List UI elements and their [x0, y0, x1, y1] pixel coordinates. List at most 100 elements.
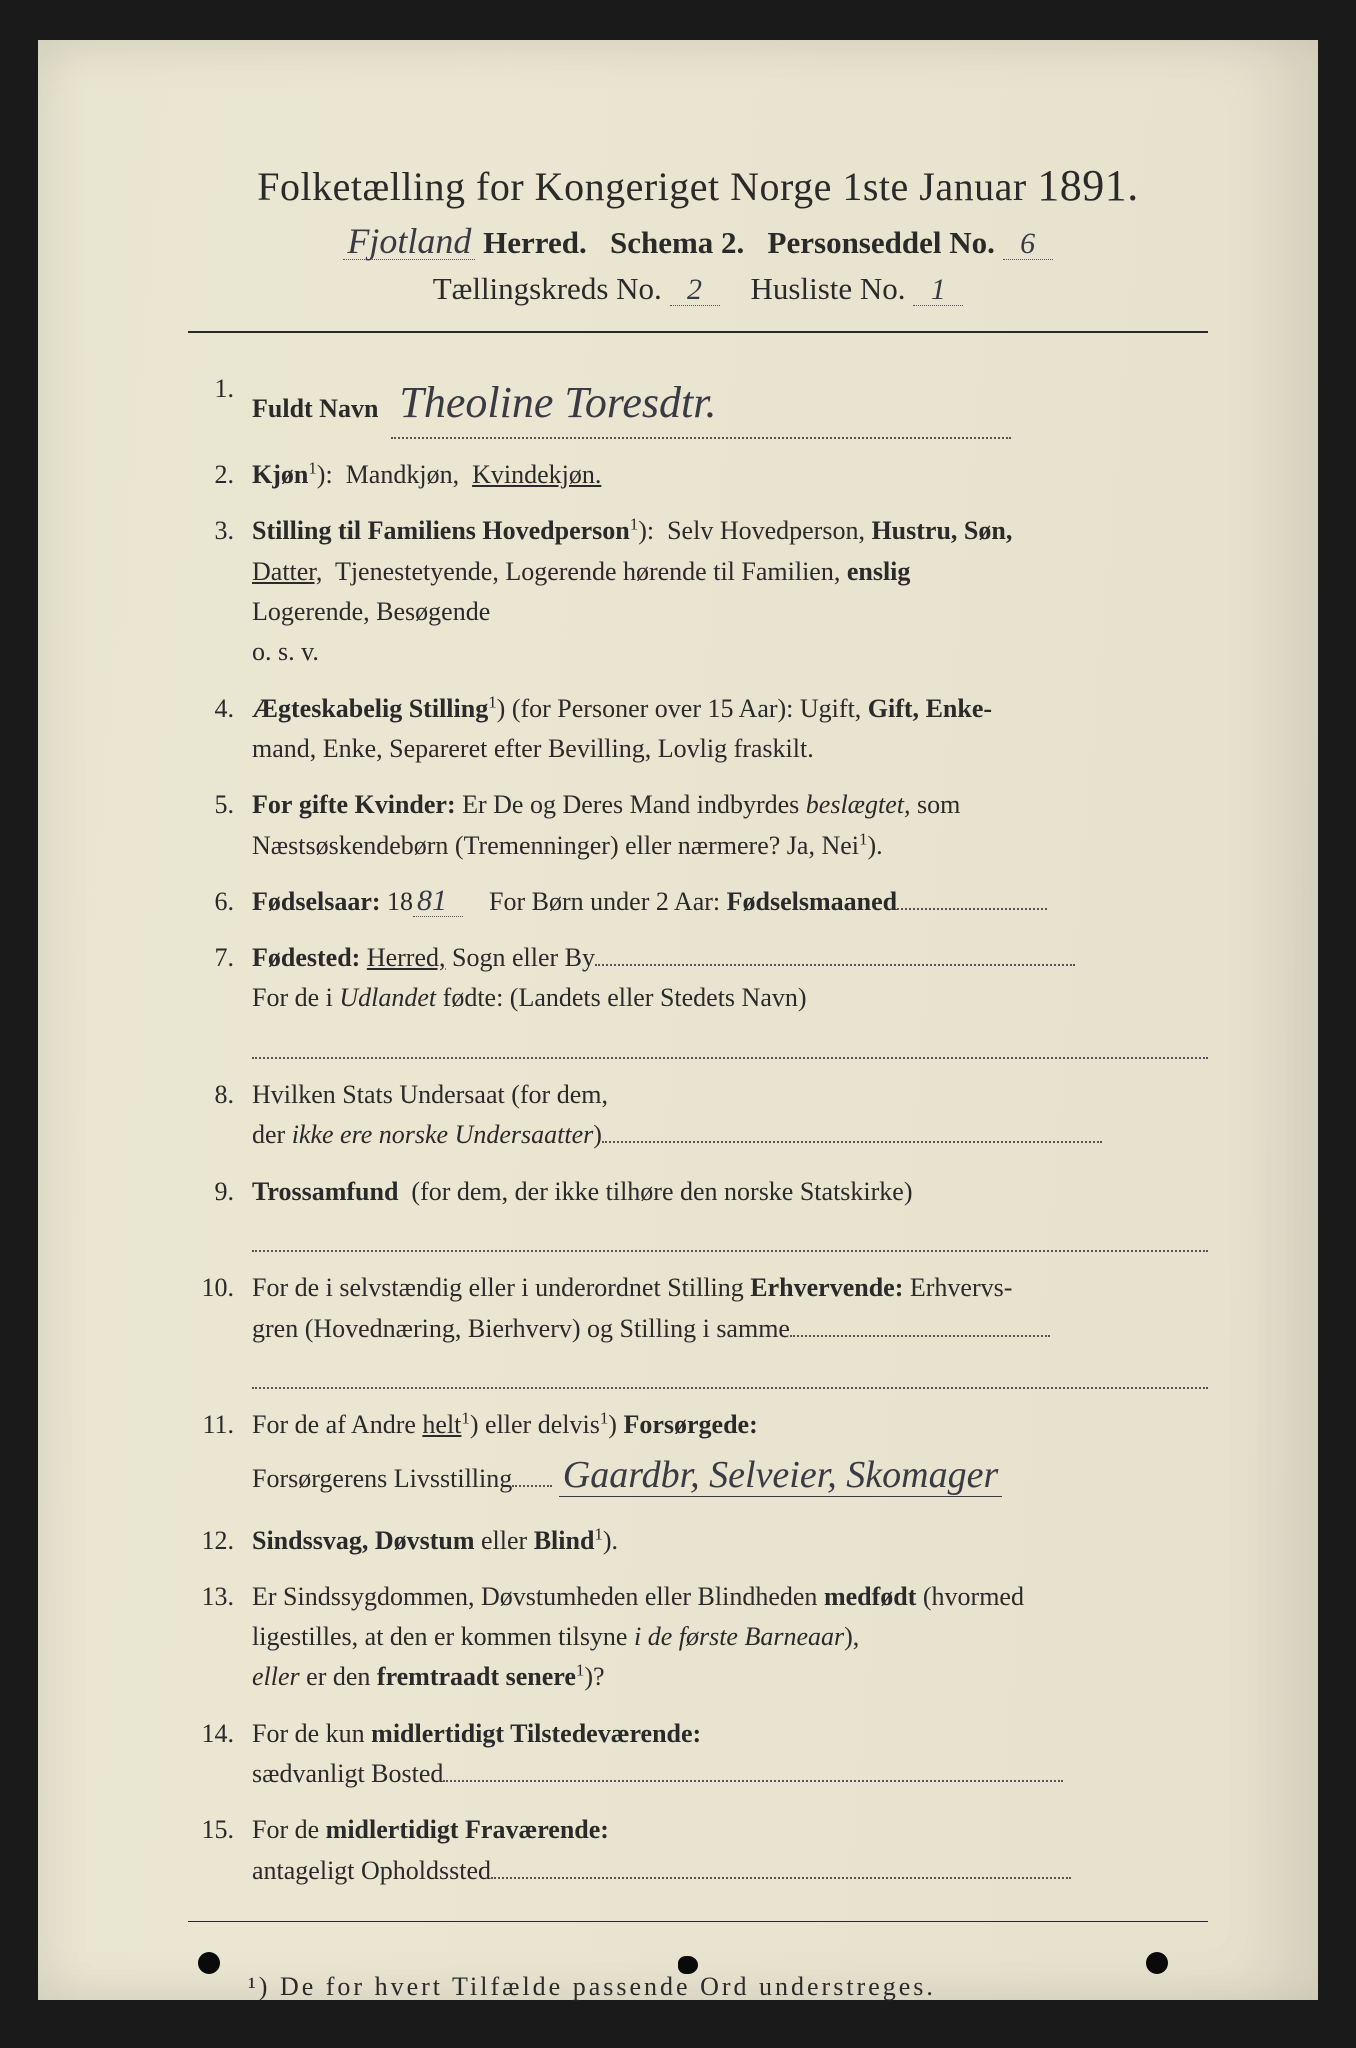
entry-10: 10. For de i selvstændig eller i underor…: [188, 1268, 1208, 1389]
punch-hole-icon: [678, 1956, 698, 1974]
entry-8: 8. Hvilken Stats Undersaat (for dem, der…: [188, 1075, 1208, 1156]
entry-12: 12. Sindssvag, Døvstum eller Blind1).: [188, 1521, 1208, 1561]
q13-text1: Er Sindssygdommen, Døvstumheden eller Bl…: [252, 1582, 817, 1611]
entry-num: 2.: [188, 455, 252, 495]
q11-helt: helt: [422, 1410, 461, 1439]
entry-14: 14. For de kun midlertidigt Tilstedevære…: [188, 1714, 1208, 1795]
q5-label-a: For: [252, 790, 292, 819]
header-rule: [188, 331, 1208, 333]
entry-num: 14.: [188, 1714, 252, 1754]
q10-line2: gren (Hovednæring, Bierhverv) og Stillin…: [252, 1314, 790, 1343]
q4-label: Ægteskabelig Stilling: [252, 694, 488, 723]
q13-bold1: medfødt: [824, 1582, 916, 1611]
entry-num: 11.: [188, 1405, 252, 1445]
q14-bold1: midlertidigt Tilstedeværende:: [371, 1719, 701, 1748]
dotted-line: [252, 1216, 1208, 1252]
q3-line3: Logerende, Besøgende: [252, 597, 490, 626]
q11-occupation-written: Gaardbr, Selveier, Skomager: [559, 1454, 1003, 1497]
husliste-no: 1: [913, 275, 963, 306]
personseddel-label: Personseddel No.: [768, 225, 995, 260]
q15-text1: For de: [252, 1815, 319, 1844]
q2-opt-mand: Mandkjøn,: [346, 460, 459, 489]
q8-line2b: ikke ere norske Undersaatter: [292, 1120, 594, 1149]
entry-9: 9. Trossamfund (for dem, der ikke tilhør…: [188, 1172, 1208, 1253]
title-line-1: Folketælling for Kongeriget Norge 1ste J…: [188, 160, 1208, 211]
q12-text: eller: [481, 1526, 527, 1555]
q6-prefix: 18: [387, 887, 413, 916]
entry-num: 8.: [188, 1075, 252, 1115]
herred-name-written: Fjotland: [343, 223, 475, 260]
q3-son: Søn,: [964, 516, 1012, 545]
footnote: ¹) De for hvert Tilfælde passende Ord un…: [248, 1972, 1208, 2002]
entry-num: 3.: [188, 511, 252, 551]
q12-label: Sindssvag, Døvstum: [252, 1526, 475, 1555]
census-form-page: Folketælling for Kongeriget Norge 1ste J…: [38, 40, 1318, 2000]
entry-body: Fuldt Navn Theoline Toresdtr.: [252, 369, 1208, 439]
entry-body: For de af Andre helt1) eller delvis1) Fo…: [252, 1405, 1208, 1504]
q11-text2: eller delvis: [485, 1410, 600, 1439]
entry-body: Er Sindssygdommen, Døvstumheden eller Bl…: [252, 1577, 1208, 1698]
q7-label: Fødested:: [252, 943, 360, 972]
q3-text: Selv Hovedperson,: [667, 516, 865, 545]
q15-line2: antageligt Opholdssted: [252, 1856, 491, 1885]
entry-6: 6. Fødselsaar: 1881 For Børn under 2 Aar…: [188, 882, 1208, 922]
q3-hustru: Hustru,: [871, 516, 957, 545]
entry-1: 1. Fuldt Navn Theoline Toresdtr.: [188, 369, 1208, 439]
entry-body: Hvilken Stats Undersaat (for dem, der ik…: [252, 1075, 1208, 1156]
entry-num: 12.: [188, 1521, 252, 1561]
q7-text: Sogn eller By: [452, 943, 595, 972]
q9-label: Trossamfund: [252, 1177, 398, 1206]
q3-datter: Datter,: [252, 557, 322, 586]
q11-bold1: Forsørgede:: [623, 1410, 757, 1439]
q3-enslig: enslig: [847, 557, 911, 586]
q4-enke: Enke-: [926, 694, 992, 723]
q6-label2: Fødselsmaaned: [727, 887, 897, 916]
q10-text1: For de i selvstændig eller i underordnet…: [252, 1273, 744, 1302]
q5-beslaegtet: beslægtet,: [806, 790, 911, 819]
entry-13: 13. Er Sindssygdommen, Døvstumheden elle…: [188, 1577, 1208, 1698]
punch-hole-icon: [1146, 1952, 1168, 1974]
q13-line3a: eller: [252, 1662, 300, 1691]
entry-body: For gifte Kvinder: Er De og Deres Mand i…: [252, 785, 1208, 866]
q15-bold1: midlertidigt Fraværende:: [326, 1815, 609, 1844]
q5-text1: Er De og Deres Mand indbyrdes: [462, 790, 799, 819]
q13-line3c: fremtraadt senere: [377, 1662, 576, 1691]
dotted-line: [252, 1023, 1208, 1059]
q13-line3b: er den: [306, 1662, 370, 1691]
entry-body: For de i selvstændig eller i underordnet…: [252, 1268, 1208, 1389]
entry-3: 3. Stilling til Familiens Hovedperson1):…: [188, 511, 1208, 672]
footer-rule: [188, 1921, 1208, 1922]
q3-line4: o. s. v.: [252, 637, 319, 666]
q4-line2: mand, Enke, Separeret efter Bevilling, L…: [252, 734, 814, 763]
entry-7: 7. Fødested: Herred, Sogn eller By For d…: [188, 938, 1208, 1059]
q2-opt-kvinde: Kvindekjøn.: [472, 460, 601, 489]
title-main: Folketælling for Kongeriget Norge 1ste J…: [257, 164, 1026, 209]
entry-body: Ægteskabelig Stilling1) (for Personer ov…: [252, 689, 1208, 770]
entry-2: 2. Kjøn1): Mandkjøn, Kvindekjøn.: [188, 455, 1208, 495]
entry-body: Trossamfund (for dem, der ikke tilhøre d…: [252, 1172, 1208, 1253]
kreds-no: 2: [670, 275, 720, 306]
q14-text1: For de kun: [252, 1719, 365, 1748]
personseddel-no: 6: [1003, 229, 1053, 260]
entry-num: 4.: [188, 689, 252, 729]
q8-line1: Hvilken Stats Undersaat (for dem,: [252, 1080, 608, 1109]
q13-line2a: ligestilles, at den er kommen tilsyne: [252, 1622, 627, 1651]
dotted-line: [252, 1353, 1208, 1389]
q7-udlandet: Udlandet: [339, 983, 436, 1012]
schema-label: Schema 2.: [610, 225, 744, 260]
entry-11: 11. For de af Andre helt1) eller delvis1…: [188, 1405, 1208, 1504]
q11-text1: For de af Andre: [252, 1410, 416, 1439]
punch-hole-icon: [198, 1952, 220, 1974]
entry-num: 5.: [188, 785, 252, 825]
q1-label: Fuldt Navn: [252, 394, 378, 423]
entry-num: 13.: [188, 1577, 252, 1617]
q13-text2: (hvormed: [923, 1582, 1024, 1611]
q8-line2a: der: [252, 1120, 285, 1149]
entry-num: 10.: [188, 1268, 252, 1308]
q10-text2: Erhvervs-: [910, 1273, 1013, 1302]
q4-gift: Gift,: [868, 694, 919, 723]
entry-num: 15.: [188, 1810, 252, 1850]
q2-label: Kjøn: [252, 460, 308, 489]
q5-line2: Næstsøskendebørn (Tremenninger) eller næ…: [252, 831, 859, 860]
kreds-label: Tællingskreds No.: [433, 271, 662, 306]
